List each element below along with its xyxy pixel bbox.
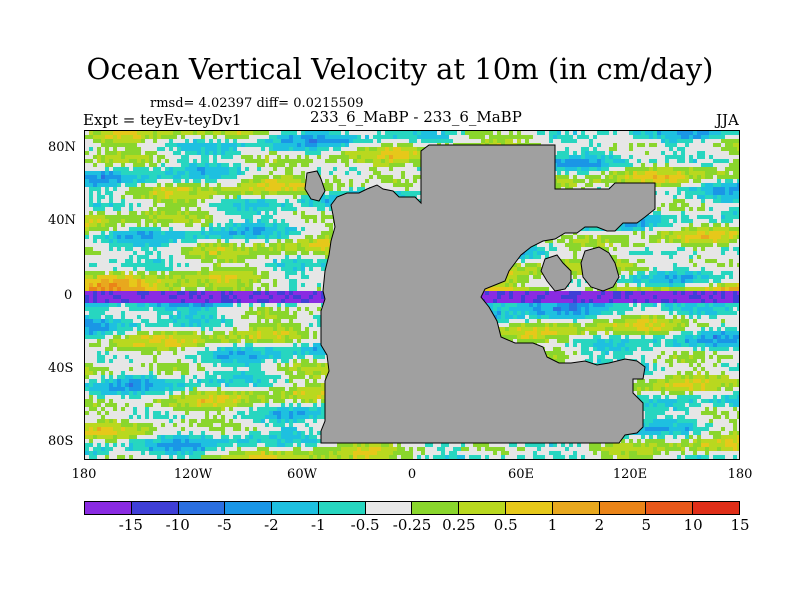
lat-label-40s: 40S — [48, 361, 74, 376]
plot-title: Ocean Vertical Velocity at 10m (in cm/da… — [86, 52, 714, 86]
colorbar-swatch — [178, 502, 226, 514]
lon-label-120e: 120E — [612, 467, 648, 482]
colorbar-label: -10 — [165, 516, 190, 534]
colorbar-swatch — [646, 502, 694, 514]
colorbar-label: 2 — [594, 516, 605, 534]
lat-label-40n: 40N — [48, 213, 76, 228]
lon-label-60w: 60W — [287, 467, 317, 482]
colorbar-label: -0.5 — [350, 516, 380, 534]
colorbar-label: 15 — [730, 516, 750, 534]
lat-label-80s: 80S — [48, 434, 74, 449]
colorbar-swatch — [272, 502, 319, 514]
lon-label-120w: 120W — [173, 467, 213, 482]
colorbar-label: 5 — [641, 516, 652, 534]
season-label: JJA — [716, 111, 739, 129]
colorbar-label: -5 — [217, 516, 232, 534]
colorbar-swatch — [131, 502, 179, 514]
lat-label-0: 0 — [64, 288, 73, 303]
colorbar-label: 0.5 — [493, 516, 518, 534]
colorbar-label: -1 — [310, 516, 326, 534]
colorbar-label: -15 — [118, 516, 143, 534]
lon-label-60e: 60E — [507, 467, 535, 482]
colorbar-swatch — [599, 502, 647, 514]
map-panel — [84, 130, 740, 460]
colorbar-swatch — [412, 502, 460, 514]
land-east-peninsula — [540, 254, 572, 292]
colorbar-swatch — [365, 502, 413, 514]
colorbar-swatch — [318, 502, 366, 514]
colorbar-label: 10 — [683, 516, 703, 534]
lon-label-180e: 180 — [727, 467, 753, 482]
colorbar-label: 1 — [547, 516, 558, 534]
colorbar-swatch — [693, 502, 739, 514]
lon-label-0: 0 — [407, 467, 417, 482]
colorbar-label: 0.25 — [442, 516, 476, 534]
colorbar-swatch — [552, 502, 600, 514]
colorbar-swatch — [506, 502, 553, 514]
runs-label: 233_6_MaBP - 233_6_MaBP — [310, 108, 522, 126]
experiment-label: Expt = teyEv-teyDv1 — [83, 111, 242, 129]
colorbar-swatch — [459, 502, 507, 514]
lon-label-180w: 180 — [71, 467, 97, 482]
colorbar-swatch — [85, 502, 132, 514]
colorbar — [84, 501, 740, 515]
lat-label-80n: 80N — [48, 140, 76, 155]
land-island — [304, 170, 326, 202]
stats-text: rmsd= 4.02397 diff= 0.0215509 — [150, 96, 364, 111]
colorbar-swatch — [225, 502, 273, 514]
land-east-block — [580, 246, 620, 292]
colorbar-label: -2 — [264, 516, 279, 534]
colorbar-label: -0.25 — [392, 516, 432, 534]
land-west — [320, 144, 656, 444]
land-mask — [304, 144, 656, 444]
map-svg — [85, 131, 739, 459]
